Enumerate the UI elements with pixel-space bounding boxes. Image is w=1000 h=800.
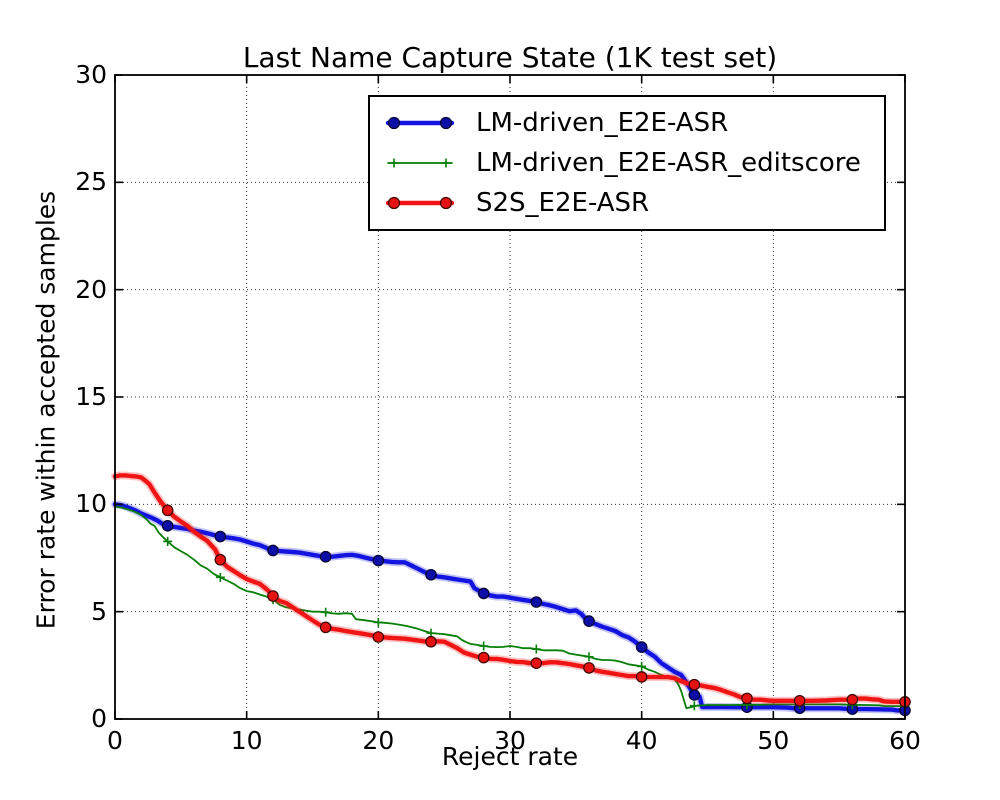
data-point-marker-s2s-e2e-asr [319, 621, 332, 634]
data-point-marker-lm-driven-e2e-asr-editscore [531, 644, 541, 654]
legend-marker [439, 196, 453, 210]
data-point-marker-lm-driven-e2e-asr [267, 544, 279, 557]
legend: LM-driven_E2E-ASR LM-driven_E2E-ASR_edits… [368, 95, 886, 231]
data-point-marker-s2s-e2e-asr [477, 651, 490, 664]
y-tick-label: 25 [75, 167, 107, 197]
data-point-marker-lm-driven-e2e-asr-editscore [584, 652, 594, 662]
data-point-marker-s2s-e2e-asr [635, 671, 648, 683]
data-point-marker-lm-driven-e2e-asr-editscore [373, 617, 383, 627]
legend-entry-s2s-e2e-asr: S2S_E2E-ASR [380, 187, 878, 219]
data-point-marker-lm-driven-e2e-asr [319, 550, 332, 563]
data-point-marker-s2s-e2e-asr [161, 504, 174, 517]
data-point-marker-lm-driven-e2e-asr-editscore [637, 661, 647, 671]
y-tick-label: 30 [75, 60, 107, 89]
data-point-marker-lm-driven-e2e-asr [635, 641, 648, 653]
legend-marker [439, 116, 453, 130]
y-tick-label: 0 [91, 704, 107, 733]
data-point-marker-s2s-e2e-asr [688, 678, 701, 691]
data-point-marker-lm-driven-e2e-asr-editscore [163, 536, 173, 546]
x-tick-label: 60 [889, 726, 921, 755]
x-tick-label: 50 [757, 726, 790, 755]
data-point-marker-lm-driven-e2e-asr-editscore [479, 641, 489, 651]
legend-entry-lm-driven-e2e-asr-editscore: LM-driven_E2E-ASR_editscore [380, 147, 878, 179]
legend-marker [387, 196, 401, 210]
data-point-marker-lm-driven-e2e-asr-editscore [215, 572, 225, 582]
data-point-marker-lm-driven-e2e-asr-editscore [321, 607, 331, 617]
x-tick-label: 30 [494, 726, 526, 755]
legend-entry-lm-driven-e2e-asr: LM-driven_E2E-ASR [380, 107, 878, 139]
chart-title: Last Name Capture State (1K test set) [242, 41, 778, 74]
legend-label: S2S_E2E-ASR [476, 188, 650, 218]
legend-label: LM-driven_E2E-ASR_editscore [476, 148, 861, 178]
y-tick-label: 10 [75, 489, 107, 519]
data-point-marker-s2s-e2e-asr [741, 692, 753, 705]
data-point-marker-s2s-e2e-asr [530, 657, 543, 669]
series-line-lm-driven-e2e-asr-editscore [114, 505, 906, 710]
y-tick-label: 20 [75, 274, 107, 304]
data-point-marker-s2s-e2e-asr [846, 693, 859, 706]
x-axis-label: Reject rate [441, 742, 579, 771]
legend-line-sample [385, 116, 455, 130]
y-tick-label: 5 [91, 596, 107, 626]
data-point-marker-s2s-e2e-asr [425, 635, 437, 648]
data-point-marker-lm-driven-e2e-asr [477, 587, 490, 600]
y-tick-label: 15 [75, 382, 107, 411]
legend-line-sample [385, 196, 455, 210]
x-tick-label: 40 [625, 726, 658, 755]
data-point-marker-s2s-e2e-asr [793, 694, 806, 707]
data-point-marker-lm-driven-e2e-asr [583, 615, 595, 627]
legend-marker [387, 116, 401, 130]
legend-line-sample [387, 158, 453, 168]
data-point-marker-s2s-e2e-asr [267, 590, 279, 602]
data-point-marker-s2s-e2e-asr [214, 553, 227, 566]
data-point-marker-lm-driven-e2e-asr [530, 596, 543, 608]
data-point-marker-lm-driven-e2e-asr [214, 530, 227, 543]
legend-marker [389, 158, 399, 168]
x-tick-label: 20 [362, 726, 395, 755]
legend-marker [441, 158, 451, 168]
x-tick-label: 0 [107, 726, 123, 755]
data-point-marker-lm-driven-e2e-asr [425, 568, 437, 581]
data-point-marker-lm-driven-e2e-asr-editscore [689, 701, 699, 711]
data-point-marker-lm-driven-e2e-asr [372, 554, 385, 567]
x-tick-label: 10 [230, 726, 263, 755]
legend-label: LM-driven_E2E-ASR [476, 108, 729, 138]
data-point-marker-s2s-e2e-asr [372, 631, 385, 643]
data-point-marker-lm-driven-e2e-asr [688, 689, 701, 701]
data-point-marker-lm-driven-e2e-asr [161, 519, 174, 532]
data-point-marker-s2s-e2e-asr [583, 662, 595, 674]
